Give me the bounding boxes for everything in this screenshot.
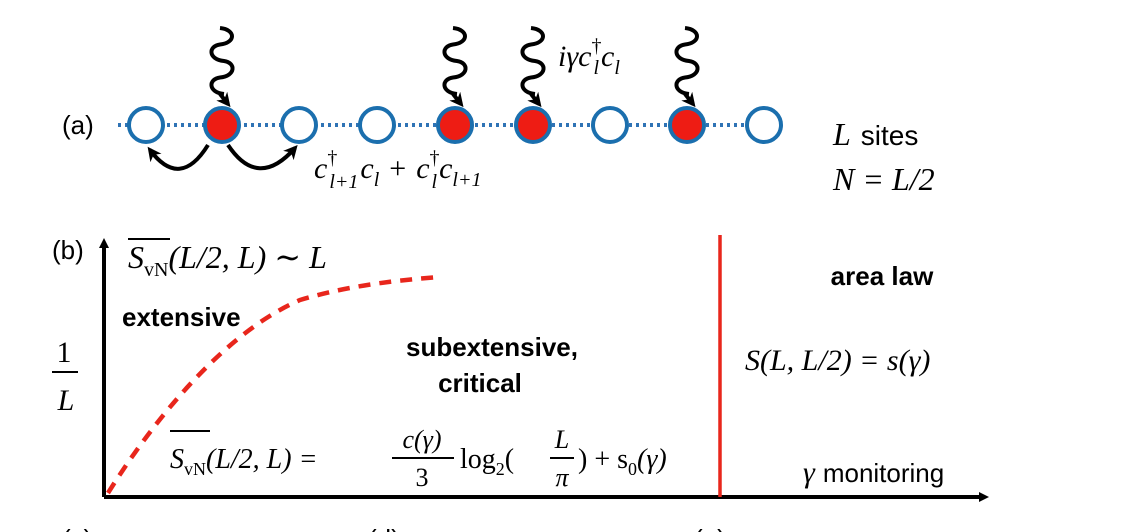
empty-site bbox=[280, 106, 318, 144]
hop-right-arrow bbox=[226, 143, 298, 171]
svg-text:SvN(L/2, L) =: SvN(L/2, L) = bbox=[170, 444, 317, 479]
svg-text:c(γ): c(γ) bbox=[402, 425, 441, 454]
svg-text:SvN(L/2, L) ∼ L: SvN(L/2, L) ∼ L bbox=[128, 239, 327, 281]
panel-d-label: (d) bbox=[368, 524, 400, 532]
x-axis-label: γ monitoring bbox=[803, 456, 944, 489]
hop-left-arrow bbox=[147, 143, 210, 171]
svg-text:iγc†lcl: iγc† lcl bbox=[558, 35, 620, 79]
occupied-site bbox=[514, 106, 552, 144]
region-area-law-label: area law bbox=[831, 261, 934, 291]
empty-site bbox=[127, 106, 165, 144]
empty-site bbox=[591, 106, 629, 144]
monitoring-term: iγc† lcl bbox=[558, 35, 620, 79]
monitoring-photons bbox=[209, 26, 700, 108]
region-critical-label-2: critical bbox=[438, 368, 522, 398]
svg-text:) + s0(γ): ) + s0(γ) bbox=[578, 444, 667, 479]
area-law-formula: S(L, L/2) = s(γ) bbox=[745, 344, 930, 377]
region-critical-label-1: subextensive, bbox=[406, 332, 578, 362]
critical-formula: SvN(L/2, L) = c(γ) 3 log2( L π ) + s0(γ) bbox=[170, 425, 667, 492]
svg-text:L: L bbox=[554, 425, 569, 454]
occupied-site bbox=[203, 106, 241, 144]
y-axis-label-num: 1 bbox=[57, 336, 72, 369]
monitoring-arrowhead bbox=[527, 91, 542, 108]
panel-a-label: (a) bbox=[62, 110, 94, 140]
monitoring-arrowhead bbox=[681, 91, 696, 108]
occupied-site bbox=[668, 106, 706, 144]
panel-b: (b) 1 L γ monitoring SvN(L/2, L) ∼ L exte… bbox=[52, 235, 989, 502]
svg-text:3: 3 bbox=[416, 463, 429, 492]
filling-label: N = L/2 bbox=[832, 161, 935, 197]
monitoring-wiggle bbox=[520, 26, 546, 96]
hopping-term: c† l+1cl + c† lcl+1 bbox=[314, 147, 481, 193]
y-axis-label-den: L bbox=[57, 384, 75, 417]
region-extensive-label: extensive bbox=[122, 302, 241, 332]
panel-e-label: (e) bbox=[694, 524, 726, 532]
empty-site bbox=[745, 106, 783, 144]
monitoring-arrowhead bbox=[216, 91, 231, 108]
extensive-formula: SvN(L/2, L) ∼ L bbox=[128, 238, 327, 281]
empty-site bbox=[358, 106, 396, 144]
bottom-panel-labels: (c) (d) (e) bbox=[62, 524, 726, 532]
svg-text:π: π bbox=[555, 463, 569, 492]
lattice-sites bbox=[127, 106, 783, 144]
occupied-site bbox=[436, 106, 474, 144]
monitoring-arrowhead bbox=[449, 91, 464, 108]
monitoring-wiggle bbox=[442, 26, 468, 96]
svg-text:c†l+1cl+c†lcl+1: c† l+1cl + c† lcl+1 bbox=[314, 147, 481, 193]
monitoring-wiggle bbox=[674, 26, 700, 96]
panel-b-label: (b) bbox=[52, 235, 84, 265]
panel-c-label: (c) bbox=[62, 524, 92, 532]
extensive-boundary-curve bbox=[106, 274, 441, 495]
svg-text:log2(: log2( bbox=[460, 444, 514, 479]
monitoring-wiggle bbox=[209, 26, 235, 96]
